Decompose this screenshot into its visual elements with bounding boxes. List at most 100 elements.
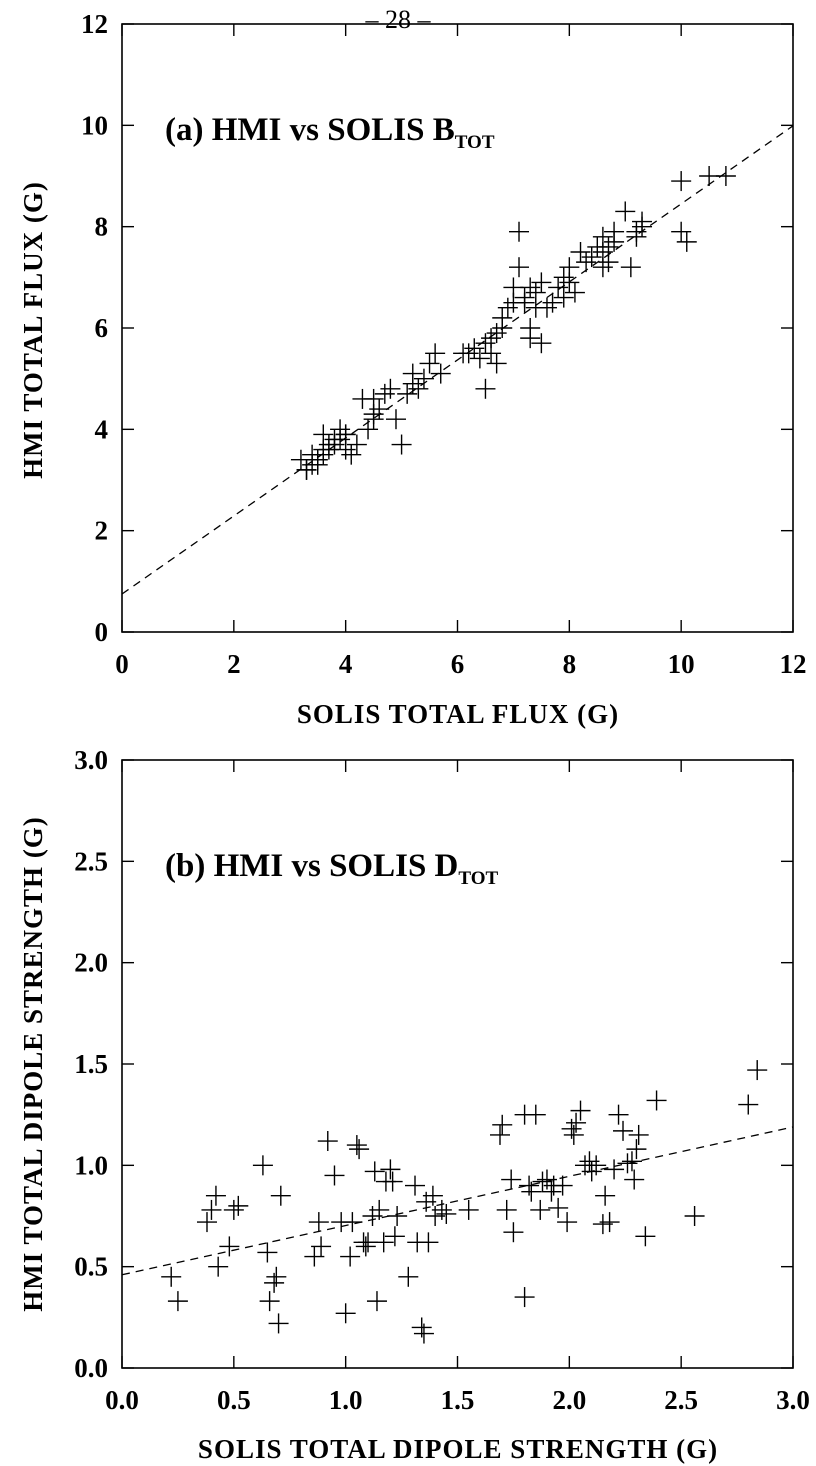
data-points-a — [290, 166, 736, 480]
data-point-a-91 — [671, 171, 692, 192]
data-point-b-53 — [492, 1114, 513, 1135]
data-point-b-37 — [382, 1171, 403, 1192]
x-tick-label-a-1: 2 — [227, 649, 241, 679]
data-point-a-77 — [592, 226, 613, 247]
data-point-b-91 — [738, 1094, 759, 1115]
data-point-a-35 — [402, 363, 423, 384]
data-point-b-6 — [219, 1236, 240, 1257]
data-point-b-9 — [252, 1155, 273, 1176]
data-point-b-11 — [259, 1291, 280, 1312]
data-point-b-4 — [205, 1185, 226, 1206]
y-tick-label-b-3: 1.5 — [74, 1049, 108, 1079]
data-point-b-60 — [525, 1104, 546, 1125]
data-point-b-44 — [413, 1323, 434, 1344]
y-tick-label-b-1: 0.5 — [74, 1252, 108, 1282]
data-point-a-27 — [374, 383, 395, 404]
data-point-b-69 — [561, 1118, 582, 1139]
data-point-b-16 — [304, 1246, 325, 1267]
y-tick-label-b-2: 1.0 — [74, 1150, 108, 1180]
data-point-a-63 — [542, 292, 563, 313]
x-tick-label-b-6: 3.0 — [776, 1385, 810, 1415]
data-point-a-94 — [509, 221, 530, 242]
data-point-a-62 — [536, 297, 557, 318]
data-point-a-82 — [604, 231, 625, 252]
panel-label-a: (a) HMI vs SOLIS BTOT — [165, 112, 495, 153]
data-point-b-81 — [608, 1104, 629, 1125]
data-point-a-80 — [598, 252, 619, 273]
y-tick-label-b-0: 0.0 — [74, 1353, 108, 1383]
data-point-a-18 — [335, 424, 356, 445]
data-point-b-52 — [489, 1124, 510, 1145]
data-point-a-64 — [531, 333, 552, 354]
data-point-b-70 — [563, 1124, 584, 1145]
data-point-a-93 — [715, 166, 736, 186]
data-point-b-86 — [626, 1139, 647, 1160]
data-point-b-58 — [519, 1175, 540, 1196]
data-point-b-40 — [398, 1266, 419, 1287]
data-point-b-68 — [557, 1212, 578, 1233]
data-point-b-3 — [201, 1199, 222, 1220]
data-point-b-10 — [257, 1242, 278, 1263]
data-point-b-50 — [436, 1203, 457, 1224]
data-point-b-13 — [266, 1266, 287, 1287]
scatter-chart-b: 0.0 0.5 1.0 1.5 2.0 2.5 3.0 0.0 0.5 1.0 1.5 2.0 2.5 3… — [18, 745, 810, 1464]
data-point-a-84 — [620, 257, 641, 278]
data-point-a-38 — [430, 363, 451, 384]
data-points-b — [161, 1060, 768, 1344]
data-point-b-47 — [422, 1185, 443, 1206]
data-point-a-53 — [509, 257, 530, 278]
data-point-b-8 — [228, 1195, 249, 1216]
x-tick-label-a-4: 8 — [563, 649, 577, 679]
data-point-a-19 — [346, 434, 367, 455]
data-point-b-76 — [586, 1155, 607, 1176]
x-tick-label-a-2: 4 — [339, 649, 353, 679]
data-point-b-41 — [405, 1175, 426, 1196]
fit-line-b — [121, 1126, 794, 1276]
data-point-b-87 — [628, 1124, 649, 1145]
data-point-b-0 — [161, 1266, 182, 1287]
data-point-b-22 — [335, 1303, 356, 1324]
data-point-a-92 — [699, 166, 720, 186]
data-point-a-34 — [413, 368, 434, 389]
y-tick-label-a-6: 12 — [81, 9, 108, 39]
data-point-a-73 — [576, 252, 597, 273]
data-point-b-80 — [604, 1159, 625, 1180]
y-tick-label-a-0: 0 — [95, 617, 109, 647]
data-point-b-20 — [324, 1165, 345, 1186]
y-tick-label-a-3: 6 — [95, 313, 109, 343]
data-point-a-46 — [486, 323, 507, 344]
data-point-a-69 — [553, 287, 574, 308]
data-point-a-17 — [318, 434, 339, 455]
y-tick-label-a-2: 4 — [95, 414, 109, 444]
x-tick-label-a-3: 6 — [451, 649, 465, 679]
data-point-a-22 — [358, 419, 379, 440]
x-tick-label-b-3: 1.5 — [441, 1385, 475, 1415]
data-point-a-60 — [531, 272, 552, 293]
data-point-a-72 — [570, 242, 591, 262]
data-point-b-89 — [646, 1090, 667, 1111]
y-tick-label-b-6: 3.0 — [74, 745, 108, 775]
x-tick-label-b-2: 1.0 — [329, 1385, 363, 1415]
data-point-b-56 — [503, 1222, 524, 1243]
data-point-a-51 — [497, 297, 518, 318]
data-point-b-17 — [308, 1212, 329, 1233]
data-point-a-21 — [307, 449, 328, 470]
data-point-a-42 — [464, 338, 485, 359]
data-point-a-36 — [380, 378, 401, 399]
x-tick-label-b-5: 2.5 — [664, 1385, 698, 1415]
y-axis-title-b: HMI TOTAL DIPOLE STRENGTH (G) — [18, 816, 48, 1312]
data-point-a-26 — [352, 388, 373, 409]
data-point-b-32 — [366, 1291, 387, 1312]
data-point-b-62 — [532, 1171, 553, 1192]
data-point-a-66 — [548, 277, 569, 298]
data-point-b-71 — [566, 1112, 587, 1133]
data-point-b-79 — [599, 1212, 620, 1233]
data-point-a-14 — [330, 419, 351, 440]
data-point-a-88 — [632, 211, 653, 232]
data-point-a-50 — [492, 307, 513, 328]
data-point-a-65 — [520, 318, 541, 338]
y-tick-label-a-4: 8 — [95, 212, 109, 242]
x-axis-title-a: SOLIS TOTAL FLUX (G) — [297, 699, 619, 729]
y-tick-label-b-5: 2.5 — [74, 846, 108, 876]
